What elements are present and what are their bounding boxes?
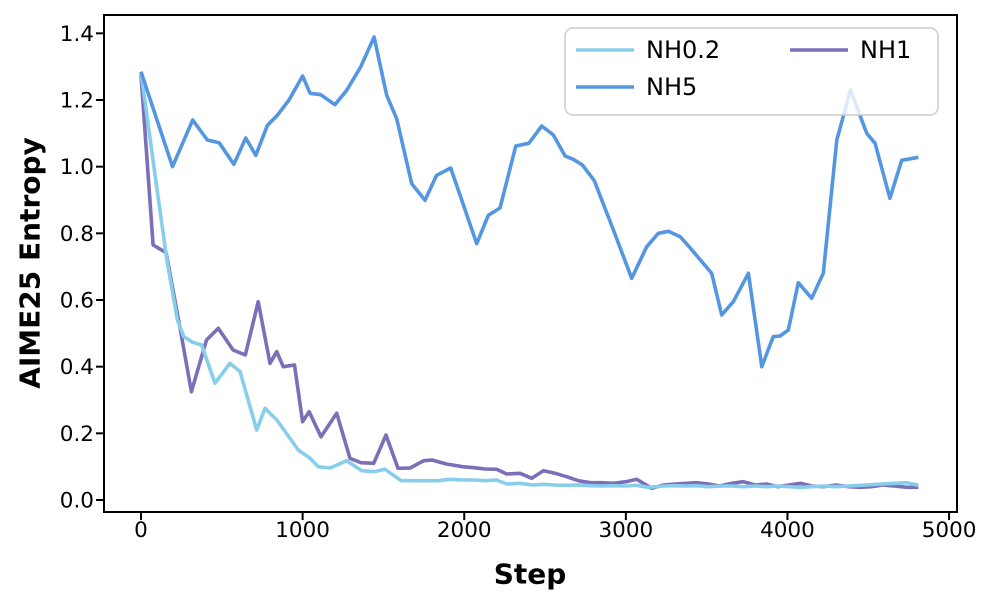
legend-item-nh1: NH1 (790, 36, 911, 64)
y-tick-label: 1.4 (60, 22, 94, 47)
y-tick-label: 0.6 (60, 289, 94, 314)
legend-label-nh5: NH5 (646, 73, 697, 101)
y-tick-label: 0.0 (60, 489, 94, 514)
legend-label-nh0-2: NH0.2 (646, 36, 720, 64)
x-tick-label: 2000 (437, 518, 492, 543)
x-tick-label: 0 (134, 518, 148, 543)
x-tick-label: 5000 (922, 518, 977, 543)
legend-item-nh0-2: NH0.2 (576, 36, 720, 64)
plot-border (103, 14, 958, 513)
x-tick-label: 4000 (760, 518, 815, 543)
x-axis-title: Step (493, 557, 567, 591)
y-tick-label: 1.0 (60, 155, 94, 180)
legend-label-nh1: NH1 (860, 36, 911, 64)
y-tick-label: 1.2 (60, 89, 94, 114)
legend-item-nh5: NH5 (576, 73, 697, 101)
y-tick-label: 0.8 (60, 222, 94, 247)
y-tick-label: 0.4 (60, 355, 94, 380)
y-axis-title: AIME25 Entropy (13, 137, 47, 389)
x-tick-label: 1000 (275, 518, 330, 543)
legend: NH0.2 NH5 NH1 (564, 27, 939, 116)
series-line-nh5 (139, 35, 919, 369)
x-tick-label: 3000 (598, 518, 653, 543)
series-line-nh0-2 (139, 71, 919, 490)
y-tick-label: 0.2 (60, 422, 94, 447)
